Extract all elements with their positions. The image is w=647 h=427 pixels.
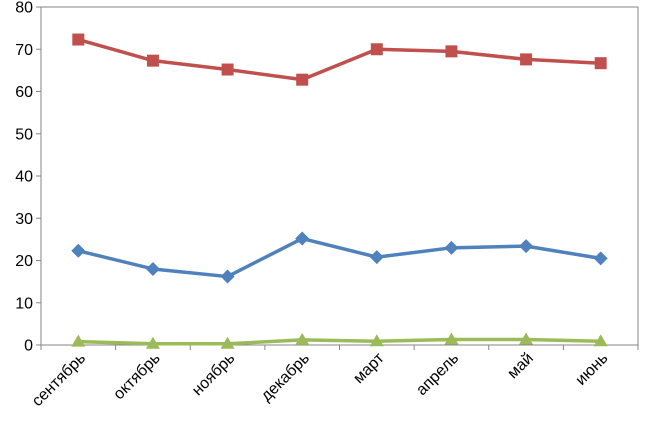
series-triangle — [71, 332, 608, 349]
x-tick-label: октябрь — [110, 350, 163, 403]
data-point — [593, 251, 608, 266]
data-point — [71, 243, 86, 258]
y-tick-label: 50 — [15, 126, 33, 143]
data-point — [519, 332, 534, 345]
series-square — [72, 33, 607, 86]
data-point — [594, 57, 607, 70]
y-tick-label: 20 — [15, 253, 33, 270]
plot-border — [40, 6, 639, 346]
data-point — [519, 239, 534, 254]
data-point — [520, 53, 533, 66]
data-point — [295, 231, 310, 246]
data-point — [445, 45, 458, 58]
series-line — [76, 337, 603, 346]
data-point — [146, 54, 159, 67]
data-point — [220, 269, 235, 284]
data-point — [444, 240, 459, 255]
x-tick-label: март — [350, 349, 388, 387]
series-line — [76, 236, 603, 279]
series-layer — [71, 33, 608, 349]
x-tick-label: декабрь — [258, 350, 313, 405]
x-tick-label: ноябрь — [189, 350, 238, 399]
x-tick-label: апрель — [413, 350, 462, 399]
data-point — [444, 332, 459, 345]
data-point — [72, 33, 85, 46]
data-point — [370, 43, 383, 56]
data-point — [71, 334, 86, 347]
y-tick-label: 40 — [15, 169, 33, 186]
data-point — [295, 332, 310, 345]
x-tick-label: сентябрь — [29, 350, 89, 410]
y-tick-label: 30 — [15, 211, 33, 228]
series-line — [76, 37, 603, 82]
series-diamond — [71, 231, 608, 284]
x-axis: сентябрь октябрь ноябрь декабрь март апрель ма… — [29, 344, 639, 410]
data-point — [296, 73, 309, 86]
y-tick-label: 60 — [15, 84, 33, 101]
y-tick-label: 0 — [24, 338, 33, 355]
y-tick-label: 70 — [15, 42, 33, 59]
data-point — [145, 336, 160, 349]
y-axis: 0 10 20 30 40 50 60 70 80 — [15, 0, 42, 355]
data-point — [593, 334, 608, 347]
y-tick-label: 80 — [15, 0, 33, 17]
data-point — [145, 261, 160, 276]
data-point — [220, 336, 235, 349]
y-tick-label: 10 — [15, 295, 33, 312]
data-point — [369, 250, 384, 265]
data-point — [369, 334, 384, 347]
plot-area — [40, 6, 639, 346]
x-tick-label: май — [504, 350, 536, 382]
data-point — [221, 63, 234, 76]
x-tick-label: июнь — [573, 350, 612, 389]
